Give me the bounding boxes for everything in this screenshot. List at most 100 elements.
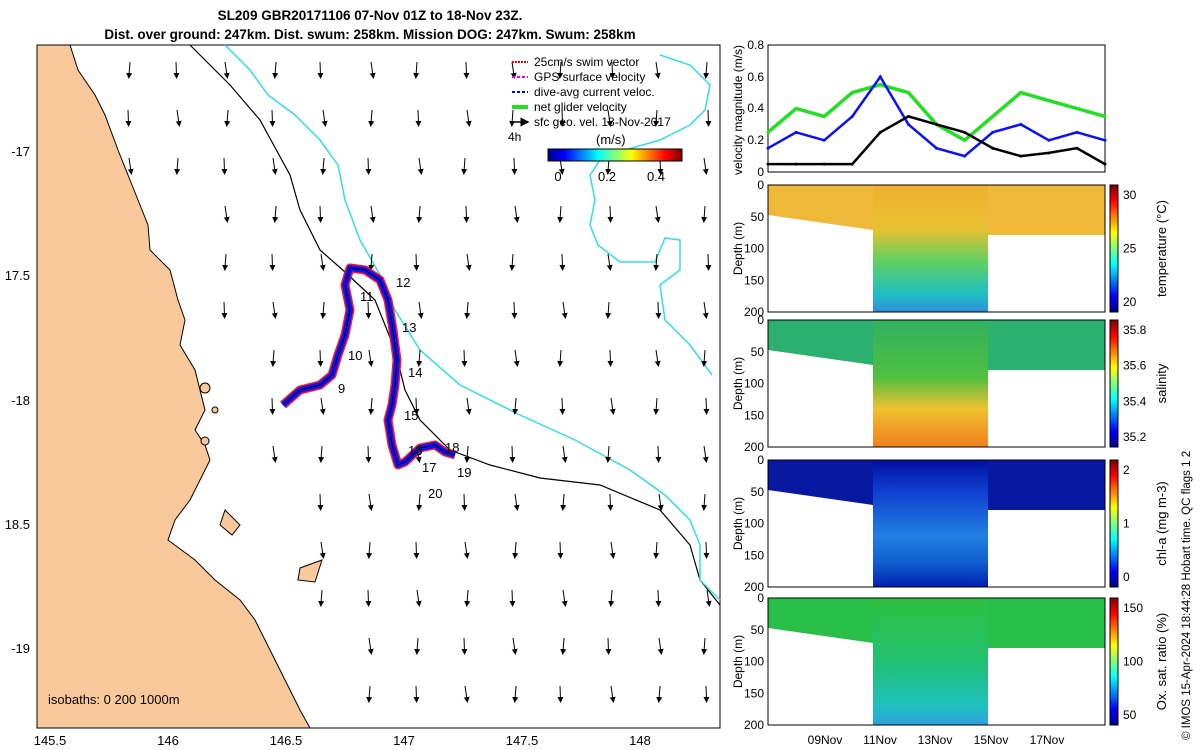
time-tick-label: 09Nov <box>808 733 843 747</box>
map-legend: 25cm/s swim vector GPS surface velocity … <box>508 55 683 184</box>
colorbar-tick: 20 <box>1123 295 1137 309</box>
current-arrow <box>606 109 613 127</box>
current-arrow <box>464 445 471 463</box>
current-arrow <box>461 637 468 655</box>
current-arrow <box>509 445 516 463</box>
current-arrow <box>705 253 712 271</box>
current-arrow <box>271 301 278 319</box>
series-point <box>1075 130 1079 134</box>
current-arrow <box>270 349 277 367</box>
current-arrow <box>272 205 279 223</box>
current-arrow <box>609 541 616 559</box>
current-arrow <box>413 685 420 703</box>
day-label: 19 <box>457 465 471 480</box>
legend-item: GPS surface velocity <box>534 70 645 84</box>
isobath-1000m-east <box>589 54 713 376</box>
current-arrow <box>223 205 230 223</box>
current-arrow <box>125 109 132 127</box>
series-point <box>850 91 854 95</box>
current-arrow <box>701 205 708 223</box>
time-tick-label: 15Nov <box>974 733 1009 747</box>
depth-ylabel: Depth (m) <box>731 635 745 688</box>
current-arrow <box>320 301 327 319</box>
day-label: 15 <box>404 408 418 423</box>
stamp-text: © IMOS 15-Apr-2024 18:44:28 Hobart time. <box>1181 518 1193 740</box>
depth-tick-label: 100 <box>744 242 764 256</box>
series-point <box>991 114 995 118</box>
colorbar-label: temperature (°C) <box>1154 200 1169 297</box>
velocity-ytick: 0.4 <box>747 101 764 115</box>
current-arrow <box>369 205 376 223</box>
depth-tick-label: 200 <box>744 305 764 319</box>
current-arrow <box>413 397 420 415</box>
day-label: 16 <box>408 443 422 458</box>
current-arrow <box>509 253 516 271</box>
series-point <box>822 138 826 142</box>
series-point <box>878 130 882 134</box>
current-arrow <box>415 109 422 127</box>
time-tick-labels: 09Nov 11Nov 13Nov 15Nov 17Nov <box>808 733 1065 747</box>
colorbar-tick: 2 <box>1123 463 1130 477</box>
series-point <box>906 122 910 126</box>
current-arrow <box>317 349 324 367</box>
current-arrow <box>464 589 471 607</box>
lat-tick-label: 18.5 <box>5 517 30 532</box>
title-line-1: SL209 GBR20171106 07-Nov 01Z to 18-Nov 2… <box>217 8 523 23</box>
current-arrow <box>560 493 567 511</box>
current-arrow <box>511 301 518 319</box>
current-arrow <box>367 637 374 655</box>
legend-item: net glider velocity <box>534 100 627 114</box>
series-point <box>794 107 798 110</box>
current-arrow <box>463 541 470 559</box>
current-arrow <box>557 541 564 559</box>
current-arrow <box>701 349 708 367</box>
depth-tick-label: 50 <box>751 623 765 637</box>
series-point <box>963 154 967 158</box>
current-arrow <box>609 685 616 703</box>
lat-tick-label: -17 <box>11 144 30 159</box>
legend-item: 25cm/s swim vector <box>534 55 639 69</box>
current-arrow <box>175 109 182 127</box>
current-arrow <box>512 685 519 703</box>
current-arrow <box>559 109 566 127</box>
velocity-yticks: 0 0.2 0.4 0.6 0.8 <box>747 38 764 179</box>
velocity-ytick: 0.2 <box>747 133 764 147</box>
series-point <box>1019 91 1023 95</box>
current-arrow <box>126 61 133 79</box>
current-arrow <box>702 301 709 319</box>
current-arrow <box>221 301 228 319</box>
current-arrow <box>269 253 276 271</box>
current-arrow <box>509 109 516 127</box>
geostrophic-arrows <box>125 61 712 703</box>
current-arrow <box>703 61 710 79</box>
current-arrow <box>509 589 516 607</box>
depth-tick-label: 0 <box>757 453 764 467</box>
series-point <box>794 162 798 166</box>
current-arrow <box>416 349 423 367</box>
series-point <box>963 130 967 134</box>
current-arrow <box>461 493 468 511</box>
depth-colorbar <box>1109 319 1119 448</box>
current-arrow <box>465 253 472 271</box>
depth-panel-chl-a: 0 50 100 150 200 Depth (m) 0 1 2 chl-a (mg m-3) <box>731 453 1169 594</box>
velocity-ytick: 0.8 <box>747 38 764 52</box>
legend-item: dive-avg current veloc. <box>534 85 655 99</box>
depth-tick-label: 0 <box>757 591 764 605</box>
current-arrow <box>463 205 470 223</box>
current-arrow <box>607 493 614 511</box>
current-arrow <box>365 589 372 607</box>
depth-tick-label: 150 <box>744 548 764 562</box>
glider-track-black <box>282 267 456 466</box>
series-point <box>850 162 854 166</box>
chart-title: SL209 GBR20171106 07-Nov 01Z to 18-Nov 2… <box>30 6 710 44</box>
lat-tick-label: 17.5 <box>5 268 30 283</box>
depth-tick-label: 150 <box>744 273 764 287</box>
colorbar-label: (m/s) <box>596 132 626 147</box>
velocity-ytick: 0.6 <box>747 70 764 84</box>
colorbar-tick: 0 <box>554 169 561 184</box>
current-arrow <box>609 397 616 415</box>
current-arrow <box>702 157 709 175</box>
colorbar-tick: 1 <box>1123 517 1130 531</box>
current-arrow <box>512 397 519 415</box>
lat-tick-labels: -17 17.5 -18 18.5 -19 <box>5 144 30 656</box>
